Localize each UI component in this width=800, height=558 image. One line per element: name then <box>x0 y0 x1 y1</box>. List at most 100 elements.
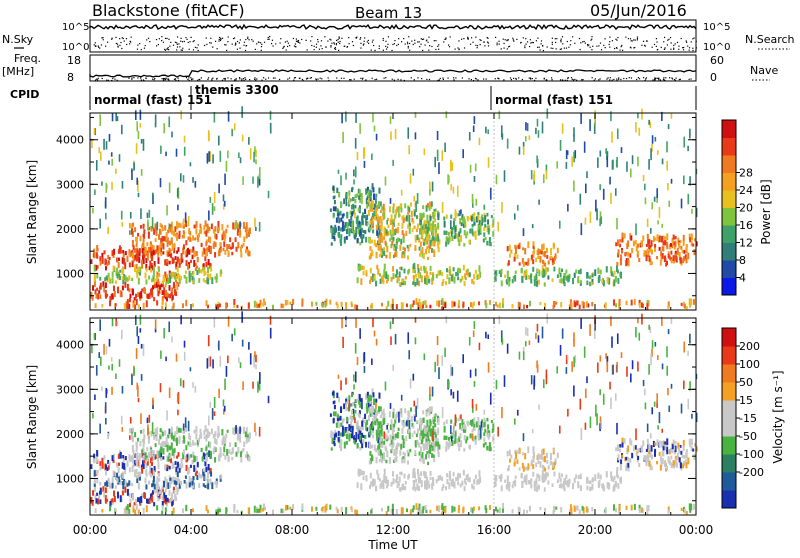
power-cell <box>142 258 145 265</box>
noise-right-tick-top: 10^5 <box>703 22 730 33</box>
nave-dot <box>224 77 226 80</box>
power-cell <box>221 234 224 241</box>
power-cell <box>166 262 169 267</box>
velocity-cell <box>121 490 124 496</box>
velocity-cell <box>443 435 446 441</box>
power-cell <box>191 254 194 260</box>
power-cell <box>522 304 525 310</box>
nsearch-dot <box>591 36 593 38</box>
power-cell <box>385 229 388 235</box>
velocity-cell <box>649 326 652 333</box>
velocity-cell <box>422 457 425 465</box>
velocity-cell <box>96 478 99 484</box>
power-cell <box>539 256 542 263</box>
power-cell <box>401 230 404 235</box>
velocity-cell <box>376 409 379 416</box>
power-cell <box>239 246 242 253</box>
velocity-cell <box>465 474 468 481</box>
velocity-cell <box>359 402 362 408</box>
power-cell <box>473 218 476 225</box>
power-cell <box>365 217 367 226</box>
nsearch-dot <box>348 37 350 39</box>
velocity-cell <box>425 438 428 442</box>
velocity-cell <box>359 430 362 437</box>
velocity-cell <box>522 433 525 442</box>
nsearch-dot <box>476 47 478 49</box>
power-cell <box>217 220 220 228</box>
power-cell <box>610 266 613 273</box>
nsearch-dot <box>542 49 545 52</box>
velocity-cell <box>168 428 171 434</box>
velocity-cell <box>381 411 384 416</box>
nsearch-dot <box>185 37 187 39</box>
nsearch-dot <box>529 39 531 41</box>
power-cell <box>551 278 554 282</box>
power-cell <box>237 228 240 233</box>
power-cell <box>398 282 401 286</box>
nave-dot <box>256 78 258 80</box>
velocity-cell <box>409 448 412 453</box>
nave-dot <box>288 77 291 79</box>
power-cell <box>510 249 513 254</box>
velocity-cell <box>530 483 533 489</box>
velocity-cell <box>613 484 616 492</box>
nsearch-dot <box>111 38 113 40</box>
power-cell <box>500 280 503 287</box>
power-cell <box>159 178 162 188</box>
nave-dot <box>111 79 113 82</box>
nsearch-dot <box>673 44 675 46</box>
power-cell <box>267 190 270 199</box>
velocity-cell <box>262 507 265 512</box>
power-cell <box>448 269 451 273</box>
velocity-cell <box>352 408 355 415</box>
power-cell <box>474 230 477 235</box>
velocity-cell <box>673 450 676 455</box>
velocity-cell <box>425 480 428 486</box>
power-cell <box>593 123 596 134</box>
velocity-cell <box>146 447 149 452</box>
power-cell <box>130 250 133 257</box>
velocity-cell <box>435 441 438 447</box>
velocity-cell <box>525 480 528 485</box>
power-cell <box>166 205 168 216</box>
velocity-cell <box>194 472 197 477</box>
velocity-cell <box>660 459 663 467</box>
velocity-cell <box>369 484 372 489</box>
power-cell <box>437 246 440 253</box>
velocity-cell <box>132 457 135 463</box>
velocity-cell <box>225 507 228 514</box>
power-cell <box>196 269 199 275</box>
velocity-cell <box>567 480 570 487</box>
power-cell <box>573 134 575 142</box>
power-cell <box>379 201 382 207</box>
power-cell <box>237 224 240 232</box>
velocity-cell <box>111 482 114 489</box>
power-cell <box>372 200 375 208</box>
nsearch-dot <box>589 46 591 48</box>
velocity-cell <box>435 479 438 484</box>
velocity-cell <box>454 437 457 443</box>
velocity-cell <box>403 458 406 462</box>
velocity-cell <box>416 439 419 446</box>
velocity-cell <box>402 456 405 460</box>
power-cell <box>152 265 155 272</box>
power-cell <box>634 240 637 245</box>
power-cell <box>368 255 371 260</box>
power-cell <box>362 265 365 270</box>
power-cell <box>437 270 440 276</box>
velocity-cell <box>139 471 142 478</box>
power-cell <box>337 225 340 231</box>
velocity-cell <box>401 507 404 514</box>
velocity-cell <box>206 509 209 514</box>
velocity-cell <box>401 457 404 464</box>
velocity-cell <box>169 446 172 451</box>
power-cell <box>331 226 334 233</box>
power-cell <box>115 113 117 122</box>
velocity-cell <box>198 472 201 479</box>
power-cell <box>198 267 201 274</box>
velocity-cell <box>397 443 400 447</box>
nsearch-dot <box>498 40 500 42</box>
nsearch-dot <box>591 49 593 51</box>
nsearch-dot <box>363 40 365 42</box>
velocity-cell <box>147 452 150 458</box>
